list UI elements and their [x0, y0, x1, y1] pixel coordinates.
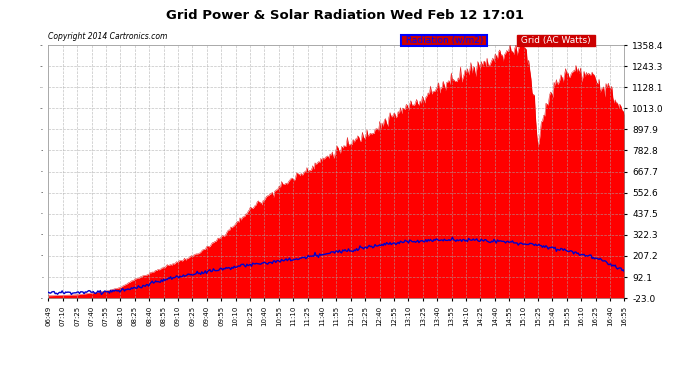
- Text: Copyright 2014 Cartronics.com: Copyright 2014 Cartronics.com: [48, 32, 168, 41]
- Text: Grid (AC Watts): Grid (AC Watts): [518, 36, 593, 45]
- Text: Grid Power & Solar Radiation Wed Feb 12 17:01: Grid Power & Solar Radiation Wed Feb 12 …: [166, 9, 524, 22]
- Text: Radiation (w/m2): Radiation (w/m2): [403, 36, 486, 45]
